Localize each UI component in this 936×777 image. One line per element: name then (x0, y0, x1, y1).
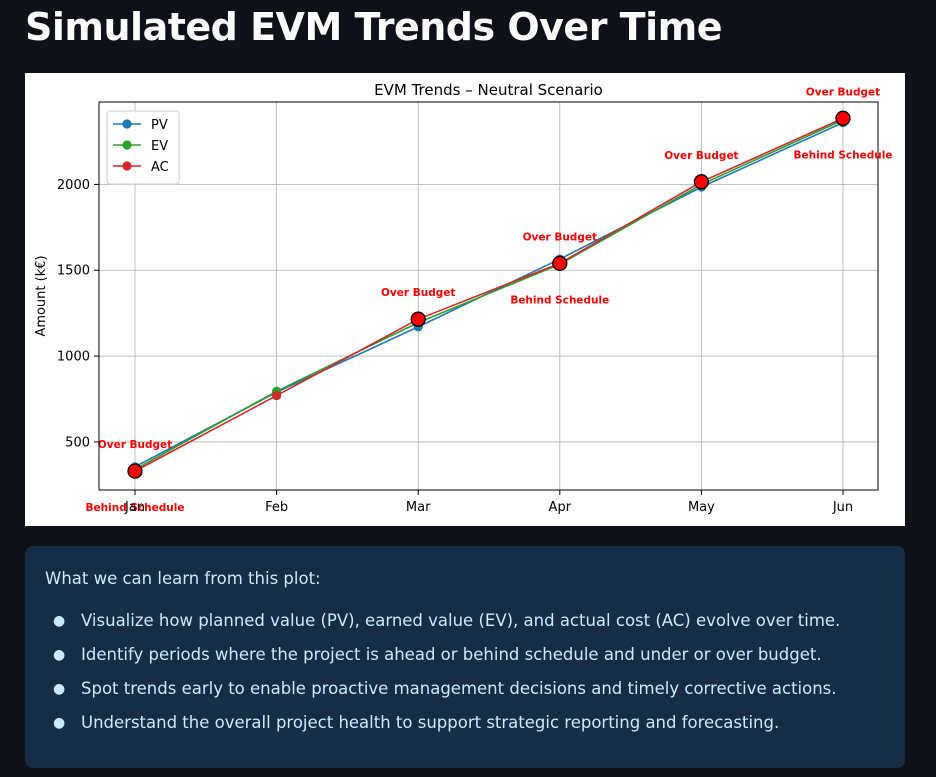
insight-text: Visualize how planned value (PV), earned… (81, 611, 841, 630)
over-budget-label: Over Budget (381, 287, 455, 299)
insight-item: ● Spot trends early to enable proactive m… (45, 672, 885, 706)
y-tick-label: 1000 (57, 350, 90, 365)
plot-frame (98, 101, 879, 491)
evm-line-chart: Over Budget Behind Schedule Over Budget Ove… (34, 81, 893, 515)
chart-container: Over Budget Behind Schedule Over Budget Ove… (25, 73, 905, 526)
insights-heading: What we can learn from this plot: (45, 569, 321, 588)
insight-text: Understand the overall project health to… (81, 713, 780, 732)
legend-marker (122, 119, 132, 129)
page-title: Simulated EVM Trends Over Time (25, 5, 722, 49)
y-tick-label: 500 (65, 435, 90, 450)
over-budget-label: Over Budget (523, 231, 597, 243)
series-line-ac (134, 117, 844, 472)
over-budget-label: Over Budget (806, 86, 880, 98)
over-budget-label: Over Budget (98, 439, 172, 451)
behind-schedule-label: Behind Schedule (794, 149, 893, 161)
insights-panel: What we can learn from this plot: ● Visua… (25, 546, 905, 768)
legend-label: EV (151, 139, 168, 154)
legend-label: AC (151, 160, 169, 175)
insight-item: ● Visualize how planned value (PV), earne… (45, 604, 885, 638)
y-tick-label: 2000 (57, 178, 90, 193)
insight-text: Spot trends early to enable proactive ma… (81, 679, 837, 698)
x-tick-label: May (688, 500, 715, 515)
bullet-icon: ● (53, 613, 66, 629)
x-tick-label: Mar (406, 500, 431, 515)
over-budget-label: Over Budget (664, 150, 738, 162)
y-tick-label: 1500 (57, 264, 90, 279)
insights-list: ● Visualize how planned value (PV), earne… (45, 604, 885, 740)
x-tick-label: Jan (124, 500, 145, 515)
series-line-ev (134, 119, 844, 471)
bullet-icon: ● (53, 715, 66, 731)
bullet-icon: ● (53, 681, 66, 697)
legend-label: PV (151, 118, 168, 133)
legend-marker (122, 140, 132, 150)
bullet-icon: ● (53, 647, 66, 663)
highlight-marker (410, 311, 426, 327)
x-tick-label: Apr (549, 500, 572, 515)
insight-text: Identify periods where the project is ah… (81, 645, 822, 664)
insight-item: ● Understand the overall project health t… (45, 706, 885, 740)
behind-schedule-label: Behind Schedule (86, 502, 185, 514)
insight-item: ● Identify periods where the project is a… (45, 638, 885, 672)
behind-schedule-label: Behind Schedule (510, 294, 609, 306)
highlight-marker (552, 255, 568, 272)
chart-title: EVM Trends – Neutral Scenario (374, 81, 603, 99)
highlight-marker (693, 174, 710, 190)
x-tick-label: Jun (832, 500, 853, 515)
y-axis-label: Amount (k€) (34, 255, 49, 336)
x-tick-label: Feb (265, 500, 288, 515)
highlight-marker (835, 110, 851, 126)
legend-marker (122, 161, 132, 171)
data-point-ac (272, 390, 282, 401)
highlight-marker (127, 463, 143, 479)
